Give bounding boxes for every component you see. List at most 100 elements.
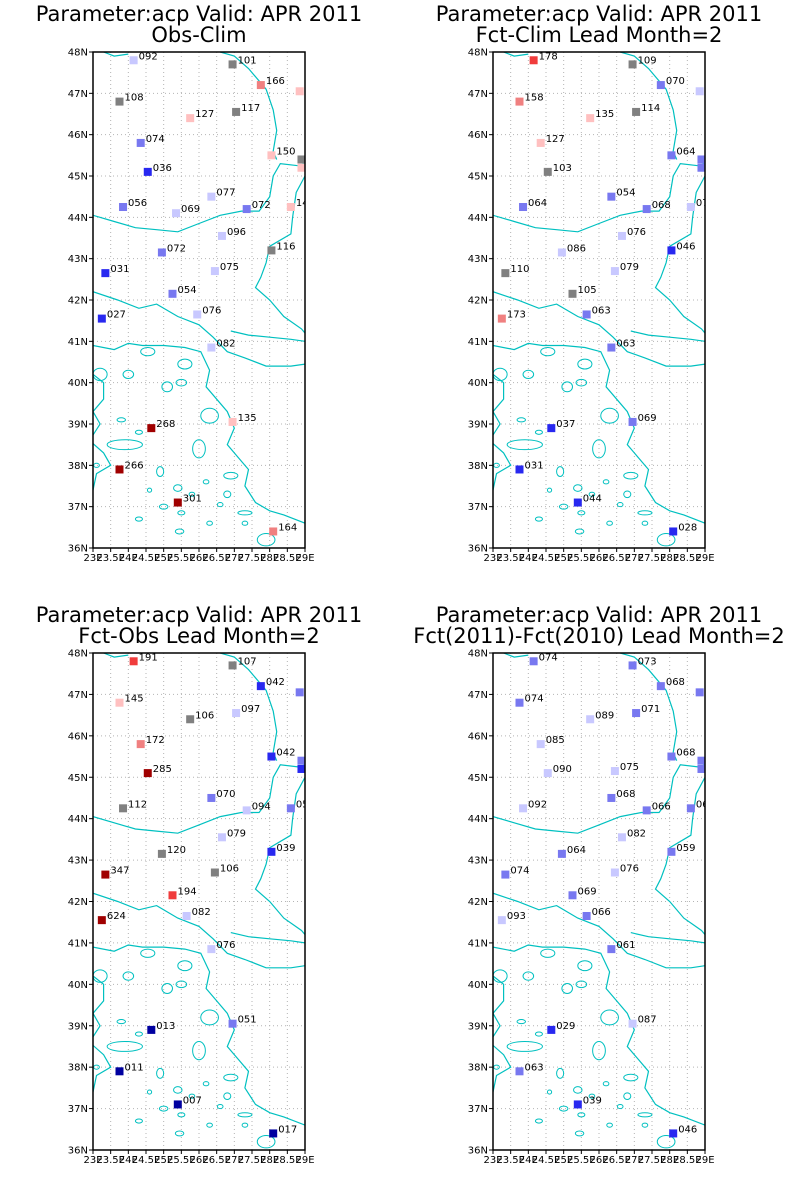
island-outline bbox=[256, 533, 276, 547]
station-marker bbox=[207, 343, 216, 352]
station-value-label: 105 bbox=[578, 285, 597, 296]
island-outline bbox=[146, 1089, 153, 1095]
station-value-label: 089 bbox=[595, 710, 614, 721]
station-marker bbox=[115, 465, 124, 474]
station-value-label: 013 bbox=[156, 1021, 175, 1032]
island-outline bbox=[637, 1112, 653, 1118]
station-marker bbox=[497, 916, 506, 925]
station-value-label: 073 bbox=[638, 656, 657, 667]
station-value-label: 092 bbox=[528, 799, 547, 810]
station-value-label: 042 bbox=[266, 677, 285, 688]
station-value-label: 073 bbox=[705, 683, 724, 694]
station-marker bbox=[686, 804, 695, 813]
island-outline bbox=[493, 462, 500, 468]
station-value-label: 063 bbox=[592, 305, 611, 316]
island-outline bbox=[134, 516, 143, 522]
island-outline bbox=[493, 367, 508, 382]
station-value-label: 076 bbox=[620, 864, 639, 875]
lon-tick-label: 23.5E bbox=[96, 1155, 125, 1166]
lat-tick-label: 38N bbox=[468, 1063, 488, 1074]
lat-tick-label: 36N bbox=[468, 544, 488, 555]
station-value-label: 191 bbox=[139, 652, 158, 663]
station-value-label: 079 bbox=[227, 828, 246, 839]
lon-tick-label: 25E bbox=[154, 553, 173, 564]
panel-title: Parameter:acp Valid: APR 2011 bbox=[436, 2, 762, 26]
station-value-label: 068 bbox=[676, 748, 695, 759]
island-outline bbox=[561, 983, 574, 994]
lon-tick-label: 27.5E bbox=[238, 1155, 267, 1166]
station-value-label: 063 bbox=[525, 1062, 544, 1073]
station-value-label: 069 bbox=[181, 204, 200, 215]
station-marker bbox=[628, 1019, 637, 1028]
station-marker bbox=[557, 849, 566, 858]
lat-tick-label: 46N bbox=[68, 130, 88, 141]
station-value-label: 094 bbox=[252, 801, 271, 812]
lat-tick-label: 43N bbox=[468, 254, 488, 265]
coastline-greeceW bbox=[93, 373, 112, 491]
island-outline bbox=[134, 1118, 143, 1124]
island-outline bbox=[223, 1073, 239, 1082]
station-value-label: 044 bbox=[583, 494, 602, 505]
lon-tick-label: 24E bbox=[519, 553, 538, 564]
lat-tick-label: 47N bbox=[468, 690, 488, 701]
island-outline bbox=[493, 969, 508, 983]
station-value-label: 075 bbox=[620, 762, 639, 773]
station-marker bbox=[297, 764, 305, 773]
lon-tick-label: 27E bbox=[625, 1155, 644, 1166]
lon-tick-label: 24.5E bbox=[132, 553, 161, 564]
island-outline bbox=[158, 1105, 169, 1112]
station-value-label: 069 bbox=[578, 886, 597, 897]
station-marker bbox=[610, 267, 619, 276]
station-value-label: 064 bbox=[567, 845, 586, 856]
station-value-label: 036 bbox=[153, 163, 172, 174]
island-outline bbox=[223, 1092, 232, 1100]
coastline-danube bbox=[93, 764, 305, 834]
island-outline bbox=[134, 429, 143, 435]
lon-tick-label: 29E bbox=[695, 553, 714, 564]
lon-tick-label: 27E bbox=[225, 1155, 244, 1166]
coastline-mainland bbox=[493, 342, 705, 524]
station-marker bbox=[286, 804, 295, 813]
station-marker bbox=[256, 682, 265, 691]
station-marker bbox=[536, 740, 545, 749]
station-marker bbox=[642, 205, 651, 214]
station-value-label: 069 bbox=[638, 413, 657, 424]
island-outline bbox=[106, 1040, 143, 1052]
coastline-crete bbox=[111, 567, 210, 586]
island-outline bbox=[600, 1009, 619, 1026]
lat-tick-label: 43N bbox=[468, 856, 488, 867]
island-outline bbox=[588, 491, 596, 497]
lat-tick-label: 37N bbox=[68, 1104, 88, 1115]
lat-tick-label: 41N bbox=[68, 938, 88, 949]
lat-tick-label: 42N bbox=[468, 296, 488, 307]
station-marker bbox=[115, 97, 124, 106]
station-value-label: 072 bbox=[167, 243, 186, 254]
coastline-mainland bbox=[93, 342, 305, 524]
lon-tick-label: 25E bbox=[554, 1155, 573, 1166]
station-marker bbox=[228, 60, 237, 69]
station-value-label: 106 bbox=[195, 710, 214, 721]
station-value-label: 166 bbox=[266, 76, 285, 87]
island-outline bbox=[556, 466, 565, 477]
station-marker bbox=[173, 498, 182, 507]
station-value-label: 145 bbox=[125, 694, 144, 705]
coastline-greeceW bbox=[493, 373, 512, 491]
lon-tick-label: 28.5E bbox=[273, 1155, 302, 1166]
lon-tick-label: 27.5E bbox=[238, 553, 267, 564]
station-value-label: 064 bbox=[528, 198, 547, 209]
station-marker bbox=[667, 246, 676, 255]
island-outline bbox=[140, 948, 156, 958]
station-marker bbox=[286, 203, 295, 211]
station-value-label: 268 bbox=[156, 419, 175, 430]
station-marker bbox=[207, 192, 216, 201]
station-value-label: 114 bbox=[641, 103, 660, 114]
island-outline bbox=[161, 381, 173, 393]
station-marker bbox=[697, 764, 705, 773]
station-marker bbox=[232, 709, 241, 718]
island-outline bbox=[577, 960, 593, 972]
island-outline bbox=[146, 487, 153, 493]
station-marker bbox=[228, 661, 237, 670]
lon-tick-label: 26E bbox=[589, 553, 608, 564]
station-marker bbox=[667, 847, 676, 856]
